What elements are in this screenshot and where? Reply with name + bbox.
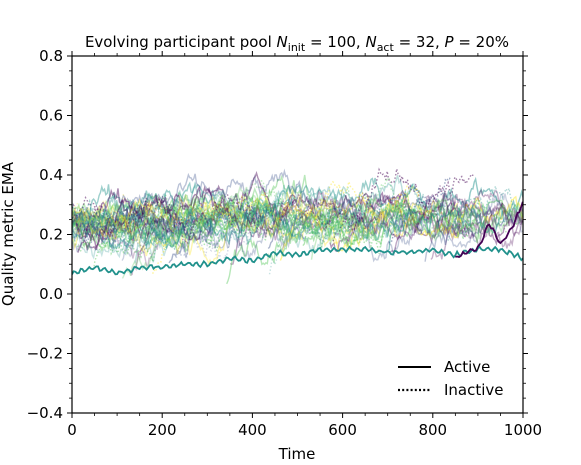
y-tick-label: 0.2 xyxy=(39,226,63,244)
x-axis-label: Time xyxy=(278,445,316,463)
trace-line xyxy=(72,204,273,242)
trace-line xyxy=(72,193,417,251)
y-tick-label: −0.4 xyxy=(27,404,63,422)
trace-line xyxy=(72,207,172,251)
chart-title: Evolving participant pool Ninit = 100, N… xyxy=(85,33,509,54)
y-tick-label: 0.6 xyxy=(39,107,63,125)
trace-line xyxy=(388,175,452,244)
trace-line xyxy=(72,192,350,239)
trace-line xyxy=(72,204,506,251)
trace-line xyxy=(72,189,459,241)
trace-line xyxy=(72,188,482,253)
trace-line xyxy=(175,198,339,259)
trace-line xyxy=(130,189,523,276)
trace-line xyxy=(226,199,523,285)
trace-line xyxy=(123,185,201,256)
trace-line xyxy=(168,203,305,264)
trace-line xyxy=(92,197,344,270)
trace-line xyxy=(387,176,523,251)
trace-line xyxy=(145,209,192,248)
trace-line xyxy=(72,174,375,234)
y-tick-label: 0.4 xyxy=(39,166,63,184)
trace-line xyxy=(229,193,523,266)
trace-line xyxy=(72,177,384,230)
trace-line xyxy=(303,193,481,250)
trace-line xyxy=(72,194,269,250)
trace-line xyxy=(72,205,464,266)
trace-line xyxy=(430,211,523,260)
trace-line xyxy=(72,193,172,235)
trace-line xyxy=(302,198,523,247)
highlighted-series xyxy=(72,201,523,276)
trace-line xyxy=(77,170,456,253)
trace-line xyxy=(72,219,180,268)
trace-line xyxy=(72,212,310,265)
trace-line xyxy=(72,185,285,246)
trace-line xyxy=(72,201,238,246)
trace-line xyxy=(72,210,262,257)
trace-line xyxy=(72,191,147,225)
trace-line xyxy=(320,194,409,252)
trace-line xyxy=(72,175,407,231)
trace-line xyxy=(72,203,306,251)
legend-label-inactive: Inactive xyxy=(444,381,504,399)
trace-line xyxy=(72,195,298,246)
trace-line xyxy=(72,198,201,235)
trace-line xyxy=(72,185,296,235)
x-tick-label: 200 xyxy=(148,421,177,439)
trace-line xyxy=(72,205,507,265)
trace-line xyxy=(345,193,499,246)
x-tick-label: 0 xyxy=(67,421,77,439)
trace-line xyxy=(72,204,279,259)
legend-label-active: Active xyxy=(444,358,490,376)
legend: Active Inactive xyxy=(398,358,504,399)
trace-line xyxy=(72,194,269,235)
trace-line xyxy=(72,193,456,243)
x-tick-label: 800 xyxy=(418,421,447,439)
trace-line xyxy=(121,203,523,279)
x-tick-label: 1000 xyxy=(504,421,542,439)
trace-line xyxy=(72,168,326,234)
axis-ticks: 0 200 400 600 800 1000 −0.4 −0.2 0.0 0.2 0.4 0.6 0.8 xyxy=(27,47,543,439)
series-line xyxy=(72,245,523,276)
trace-line xyxy=(332,167,476,242)
trace-line xyxy=(72,201,352,263)
trace-line xyxy=(389,201,523,254)
trace-line xyxy=(72,191,475,246)
y-tick-label: 0.8 xyxy=(39,47,63,65)
x-tick-label: 600 xyxy=(328,421,357,439)
y-tick-label: −0.2 xyxy=(27,345,63,363)
y-axis-label: Quality metric EMA xyxy=(0,161,17,306)
trace-line xyxy=(279,195,523,261)
trace-line xyxy=(72,198,158,238)
trace-line xyxy=(447,185,517,241)
y-tick-label: 0.0 xyxy=(39,285,63,303)
trace-line xyxy=(72,187,298,246)
trace-line xyxy=(72,194,257,232)
trace-line xyxy=(281,192,523,251)
trace-line xyxy=(329,200,523,253)
trace-line xyxy=(134,175,424,263)
series-line xyxy=(455,201,523,258)
x-tick-label: 400 xyxy=(238,421,267,439)
trace-line xyxy=(72,200,367,246)
trace-line xyxy=(424,221,482,262)
trace-line xyxy=(72,208,133,242)
trace-line xyxy=(152,179,420,274)
series-traces xyxy=(72,167,523,285)
trace-line xyxy=(72,203,165,242)
trace-line xyxy=(268,193,452,275)
